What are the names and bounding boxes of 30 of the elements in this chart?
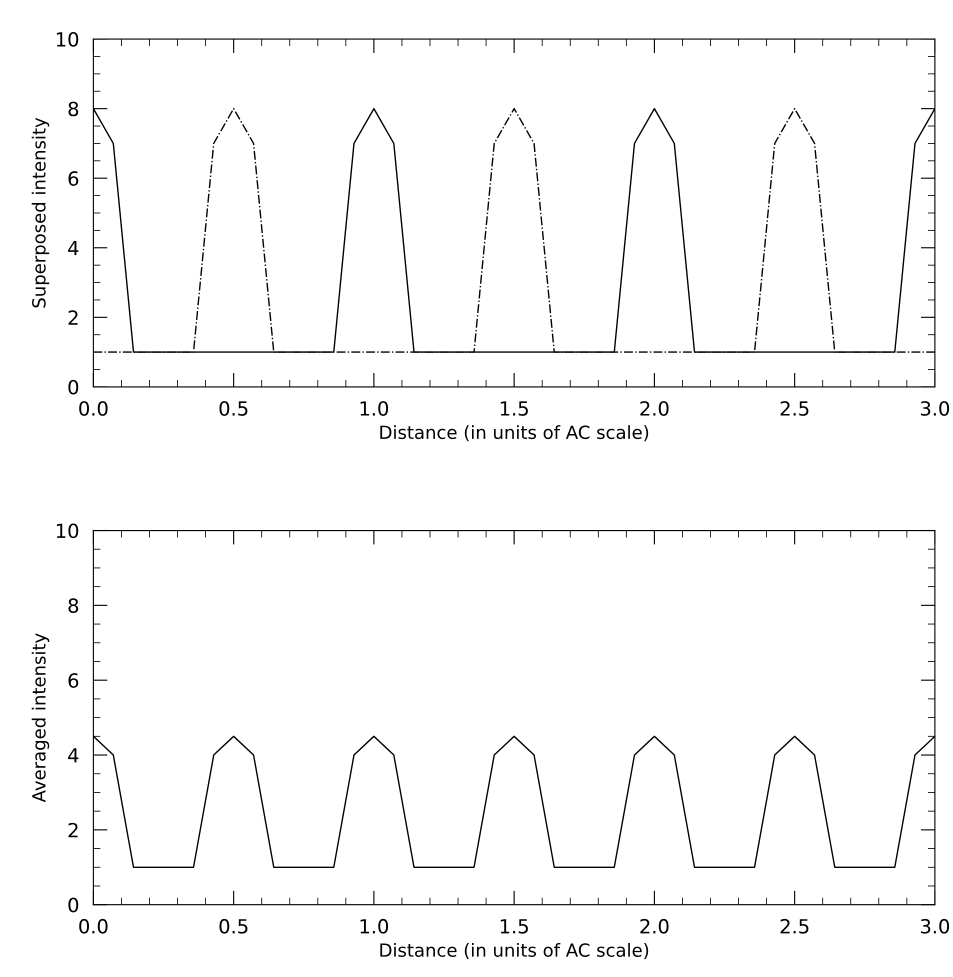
- x-tick-label: 3.0: [920, 401, 950, 416]
- y-tick-label: 8: [68, 102, 78, 116]
- x-tick-label: 1.5: [500, 919, 528, 934]
- y-tick-label: 8: [68, 598, 78, 614]
- y-tick-label: 10: [56, 32, 78, 47]
- x-tick-label: 0.5: [219, 918, 248, 934]
- y-tick-label: 6: [68, 673, 78, 688]
- x-tick-label: 2.0: [640, 401, 669, 416]
- y-tick-label: 2: [68, 822, 78, 838]
- x-tick-label: 2.0: [640, 918, 669, 934]
- x-tick-label: 2.5: [780, 401, 808, 416]
- y-tick-label: 4: [68, 748, 78, 762]
- x-axis-title: Distance (in units of AC scale): [380, 942, 648, 960]
- x-tick-label: 2.5: [780, 918, 808, 934]
- y-tick-label: 10: [56, 523, 78, 538]
- y-axis-title: Averaged intensity: [32, 633, 50, 802]
- y-tick-label: 0: [68, 898, 78, 912]
- y-axis-title: Superposed intensity: [32, 118, 50, 308]
- y-tick-label: 0: [68, 380, 78, 395]
- x-tick-label: 1.0: [360, 401, 388, 416]
- y-tick-label: 2: [68, 310, 78, 325]
- x-tick-label: 1.0: [360, 918, 388, 934]
- x-axis-title: Distance (in units of AC scale): [380, 425, 648, 442]
- y-tick-label: 4: [68, 240, 78, 256]
- y-tick-label: 6: [68, 171, 78, 186]
- x-tick-label: 1.5: [500, 401, 528, 416]
- x-tick-label: 0.0: [79, 401, 108, 416]
- x-tick-label: 3.0: [920, 918, 950, 934]
- x-tick-label: 0.0: [79, 918, 108, 934]
- x-tick-label: 0.5: [219, 401, 248, 416]
